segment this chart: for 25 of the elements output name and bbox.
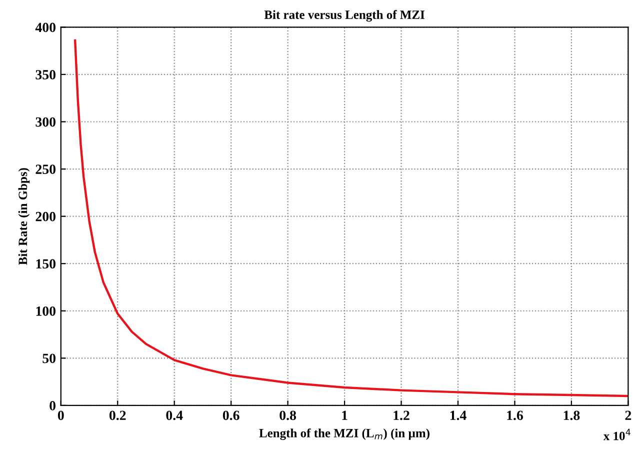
x-tick-label: 1 bbox=[342, 410, 348, 420]
text: x 10$^{4}$ bbox=[603, 428, 630, 440]
chart-title: Bit rate versus Length of MZI bbox=[264, 10, 424, 22]
x-tick-label: 1.6 bbox=[507, 410, 523, 420]
y-tick-label: 200 bbox=[36, 212, 56, 222]
y-tick-label: 0 bbox=[50, 401, 56, 410]
y-tick-label: 100 bbox=[36, 306, 56, 316]
y-tick-label: 150 bbox=[36, 259, 56, 269]
x-tick-label: 0.2 bbox=[109, 410, 126, 420]
y-tick-label: 300 bbox=[36, 117, 56, 127]
x-axis-title: Length of the MZI (L$_{m}$) (in µm) bbox=[259, 428, 430, 440]
x-tick-label: 0.6 bbox=[222, 410, 240, 420]
y-axis-title: Bit Rate (in Gbps) bbox=[18, 168, 30, 265]
x-tick-label: 0.8 bbox=[280, 410, 296, 420]
x-tick-label: 1.4 bbox=[450, 410, 466, 420]
x-tick-label: 0 bbox=[58, 410, 64, 420]
line-series bbox=[74, 39, 628, 398]
y-tick-label: 350 bbox=[36, 70, 56, 80]
x-tick-label: 1.2 bbox=[394, 410, 410, 420]
y-tick-label: 50 bbox=[42, 354, 56, 364]
x-tick-label: 2 bbox=[625, 410, 632, 420]
x-tick-label: 1.8 bbox=[564, 410, 580, 420]
x-tick-label: 0.4 bbox=[166, 410, 183, 420]
y-tick-label: 250 bbox=[36, 164, 56, 174]
y-tick-label: 400 bbox=[35, 22, 56, 32]
